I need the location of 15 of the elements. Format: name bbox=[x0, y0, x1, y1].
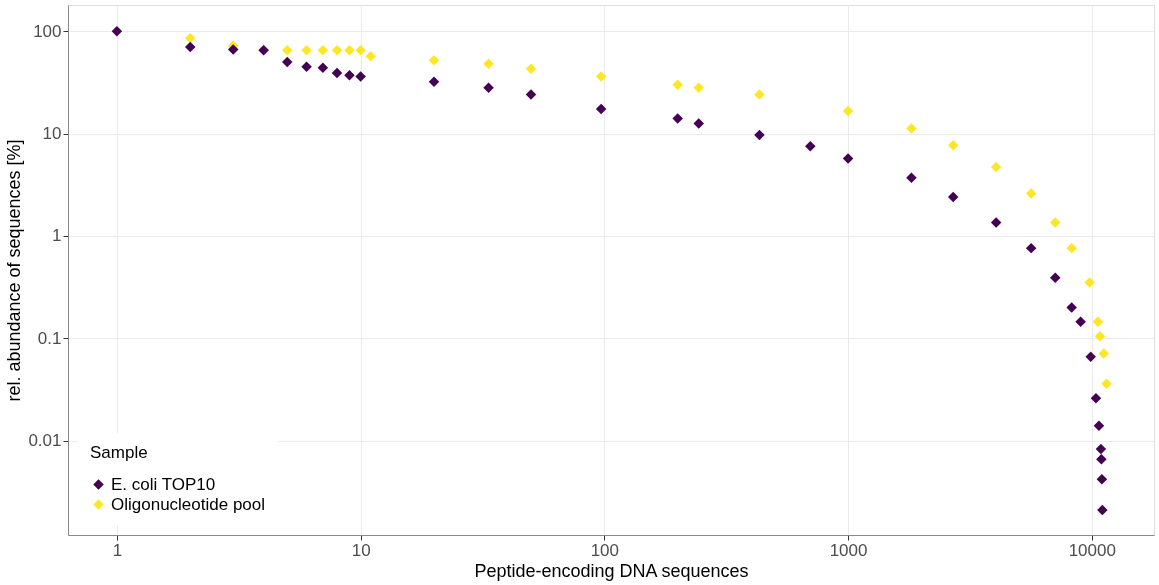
legend-label: E. coli TOP10 bbox=[111, 474, 216, 494]
y-tick-label: 0.01 bbox=[28, 431, 62, 451]
y-tick-label: 0.1 bbox=[37, 328, 62, 348]
y-axis-title: rel. abundance of sequences [%] bbox=[4, 139, 25, 402]
x-tick-label: 1 bbox=[112, 540, 123, 560]
x-tick-label: 10000 bbox=[1068, 540, 1116, 560]
x-tick-label: 1000 bbox=[829, 540, 868, 560]
x-tick-label: 100 bbox=[590, 540, 620, 560]
x-axis-title: Peptide-encoding DNA sequences bbox=[474, 560, 749, 581]
y-tick-label: 10 bbox=[42, 124, 62, 144]
legend-label: Oligonucleotide pool bbox=[111, 494, 266, 514]
y-tick-label: 100 bbox=[33, 21, 62, 41]
legend-title: Sample bbox=[90, 443, 148, 462]
y-tick-label: 1 bbox=[52, 226, 62, 246]
x-tick-label: 10 bbox=[351, 540, 371, 560]
